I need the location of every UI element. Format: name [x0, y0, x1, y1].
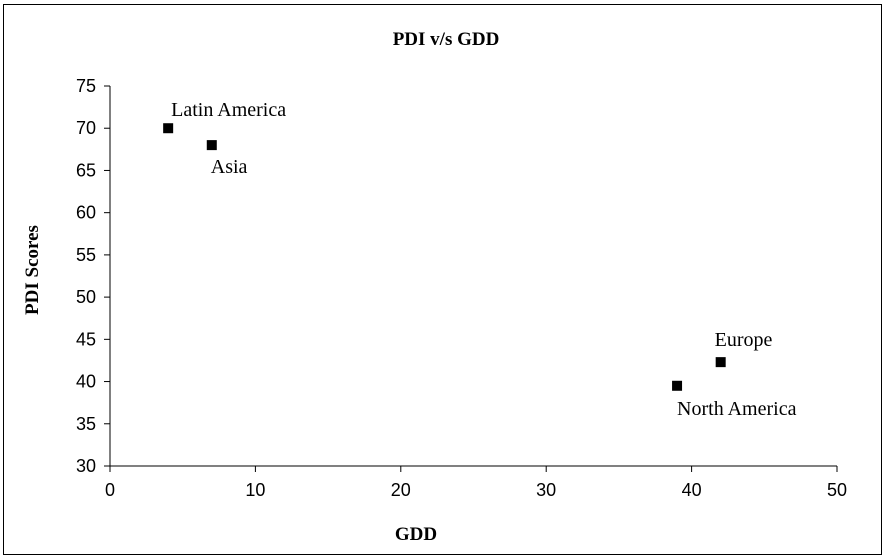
data-point-label: North America [677, 398, 797, 420]
y-tick-label: 55 [76, 245, 96, 265]
y-tick-label: 70 [76, 118, 96, 138]
data-point-marker [163, 123, 174, 134]
data-point-label: Asia [211, 156, 248, 178]
data-points: Latin America Asia Europe North America [163, 99, 797, 420]
y-tick-label: 40 [76, 372, 96, 392]
y-tick-label: 50 [76, 287, 96, 307]
x-axis-title: GDD [395, 524, 437, 545]
chart-title: PDI v/s GDD [393, 29, 500, 50]
x-tick-label: 10 [245, 480, 265, 500]
x-tick-label: 50 [827, 480, 847, 500]
y-tick-label: 45 [76, 329, 96, 349]
x-tick-label: 0 [105, 480, 115, 500]
data-point-marker [206, 140, 217, 151]
data-point-marker [672, 380, 683, 391]
y-axis-title: PDI Scores [22, 225, 43, 315]
y-tick-label: 65 [76, 160, 96, 180]
x-tick-label: 30 [536, 480, 556, 500]
y-tick-label: 35 [76, 414, 96, 434]
data-point-label: Latin America [171, 99, 286, 121]
y-tick-label: 75 [76, 76, 96, 96]
data-point-label: Europe [715, 329, 773, 351]
chart-frame [3, 4, 882, 555]
axis-ticks: 0 10 20 30 40 50 30 35 40 45 50 55 60 65 70 75 [76, 76, 847, 500]
x-tick-label: 40 [682, 480, 702, 500]
data-point-marker [715, 357, 726, 368]
y-tick-label: 60 [76, 203, 96, 223]
y-tick-label: 30 [76, 456, 96, 476]
x-tick-label: 20 [391, 480, 411, 500]
